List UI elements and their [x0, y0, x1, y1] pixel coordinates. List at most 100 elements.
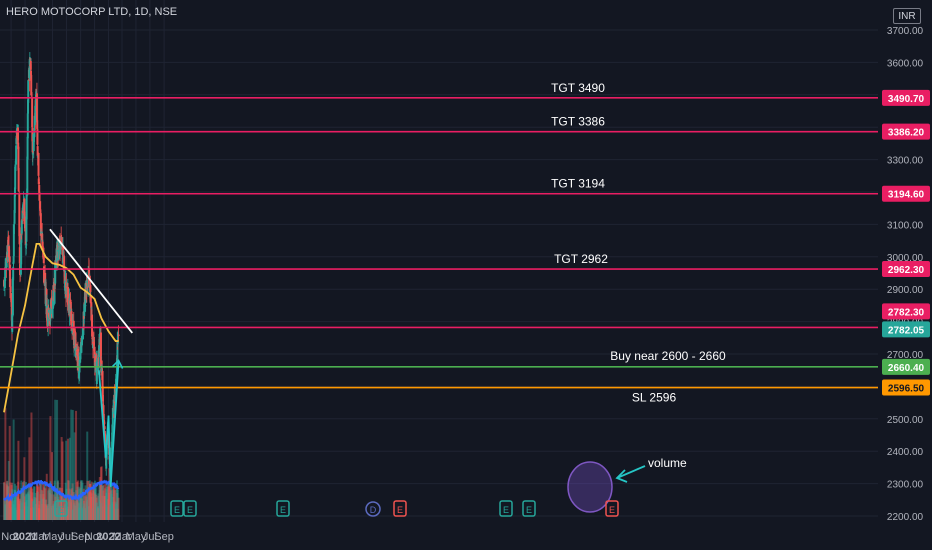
volume-bar: [74, 501, 77, 520]
volume-bar: [9, 507, 12, 520]
volume-bar: [36, 482, 39, 520]
candle-body: [114, 386, 117, 402]
candle-body: [26, 136, 29, 160]
volume-bar: [19, 488, 22, 520]
w-pattern-arrowhead: [112, 359, 124, 369]
volume-bar: [29, 507, 32, 520]
volume-bar: [43, 482, 46, 520]
volume-bar: [18, 499, 21, 520]
w-pattern-line: [98, 360, 120, 487]
price-tag-bg: [882, 303, 930, 320]
volume-bar: [37, 508, 40, 520]
currency-badge[interactable]: INR: [893, 8, 921, 24]
volume-bar: [115, 502, 118, 520]
volume-bar: [21, 508, 24, 520]
candle-body: [8, 246, 11, 258]
volume-bar: [72, 492, 75, 520]
candle-body: [36, 129, 39, 145]
candle-body: [116, 342, 119, 360]
volume-arrow: [616, 465, 646, 479]
volume-bar: [55, 502, 58, 520]
volume-bar: [11, 489, 14, 520]
volume-bar: [49, 487, 52, 520]
volume-bar: [79, 481, 82, 520]
volume-bar: [25, 500, 28, 520]
volume-bar: [68, 501, 71, 520]
candle-body: [12, 224, 15, 257]
candle-body: [60, 240, 63, 244]
volume-bar: [13, 500, 16, 520]
earnings-marker: [499, 500, 513, 517]
volume-bar: [12, 504, 15, 520]
volume-bar: [109, 481, 112, 520]
volume-bar: [68, 488, 71, 520]
price-tag: 2782.30: [888, 307, 925, 318]
volume-bar: [48, 490, 51, 520]
volume-bar: [65, 440, 68, 520]
volume-bar: [50, 507, 53, 520]
candle-body: [32, 141, 35, 152]
candle-body: [26, 156, 29, 196]
candle-body: [83, 304, 86, 316]
volume-bar: [103, 495, 106, 520]
volume-bar: [113, 501, 116, 520]
volume-annotation-label: volume: [648, 456, 687, 470]
volume-bar: [44, 504, 47, 520]
candle-body: [13, 187, 16, 197]
price-tag-bg: [882, 89, 930, 106]
y-tick-label: 3700.00: [887, 26, 924, 37]
level-label: TGT 3194: [551, 177, 605, 191]
candle-body: [8, 256, 11, 263]
symbol-title: HERO MOTOCORP LTD, 1D, NSE: [6, 6, 178, 18]
volume-bar: [63, 495, 66, 520]
volume-bar: [69, 498, 72, 520]
volume-bar: [14, 490, 17, 520]
volume-bar: [83, 507, 86, 520]
y-tick-label: 2400.00: [887, 447, 924, 458]
volume-bar: [100, 502, 103, 520]
volume-bar: [5, 500, 8, 520]
volume-bar: [72, 509, 75, 520]
volume-bar: [75, 490, 78, 520]
volume-bar: [41, 504, 44, 520]
volume-bar: [15, 509, 18, 520]
candle-body: [14, 166, 17, 190]
volume-bar: [4, 498, 7, 520]
dividend-marker: [365, 501, 381, 517]
volume-bar: [46, 505, 49, 520]
candle-body: [39, 213, 42, 236]
candle-body: [37, 152, 40, 176]
volume-bar: [27, 484, 30, 520]
volume-bar: [106, 482, 109, 520]
level-label: TGT 3386: [551, 115, 605, 129]
volume-bar: [93, 482, 96, 520]
volume-bar: [87, 506, 90, 520]
volume-bar: [59, 501, 62, 520]
volume-bar: [20, 480, 23, 520]
candle-body: [40, 231, 43, 233]
candle-body: [99, 332, 102, 367]
volume-bar: [98, 477, 101, 520]
volume-bar: [103, 484, 106, 520]
volume-bar: [56, 480, 59, 520]
volume-bar: [99, 482, 102, 520]
volume-bar: [17, 491, 20, 520]
volume-bar: [85, 496, 88, 520]
volume-bar: [99, 500, 102, 520]
candle-body: [17, 146, 20, 171]
candle-body: [10, 307, 13, 321]
volume-bar: [102, 506, 105, 520]
volume-bar: [103, 496, 106, 520]
volume-bar: [80, 507, 83, 520]
volume-bar: [20, 502, 23, 520]
volume-bar: [111, 483, 114, 520]
volume-bar: [9, 482, 12, 520]
candle-body: [90, 302, 93, 321]
volume-bar: [75, 499, 78, 520]
volume-bar: [80, 480, 83, 520]
volume-bar: [41, 483, 44, 520]
volume-bar: [35, 498, 38, 520]
volume-bar: [8, 493, 11, 520]
candle-body: [36, 120, 39, 129]
